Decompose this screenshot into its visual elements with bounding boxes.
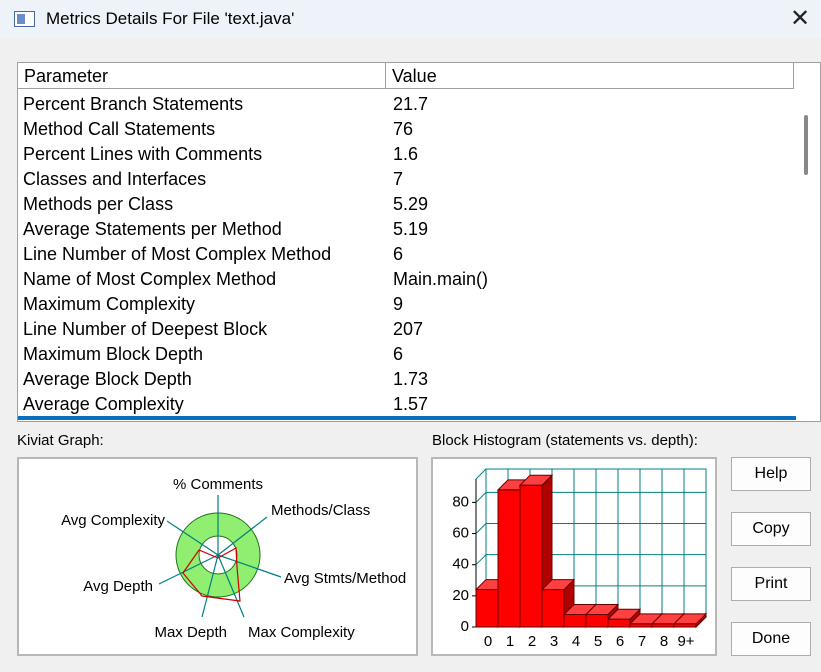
window-title: Metrics Details For File 'text.java' (46, 9, 295, 28)
kiviat-axis-label: Max Complexity (248, 624, 355, 641)
value-cell: 207 (393, 319, 424, 339)
bar (563, 614, 587, 628)
value-cell: 1.6 (393, 144, 419, 164)
x-tick-label: 7 (638, 633, 646, 650)
x-tick-label: 5 (594, 633, 602, 650)
parameter-cell: Average Block Depth (23, 369, 192, 389)
x-tick-label: 0 (484, 633, 492, 650)
kiviat-axis (217, 554, 245, 618)
kiviat-axis-label: Methods/Class (271, 502, 370, 519)
parameter-cell: Line Number of Most Complex Method (23, 244, 332, 264)
grid-line (475, 492, 487, 503)
value-cell: 1.73 (393, 369, 429, 389)
x-tick-label: 8 (660, 633, 668, 650)
app-icon (14, 11, 35, 27)
metrics-table: Parameter Value Percent Branch Statement… (17, 62, 821, 422)
value-cell: 9 (393, 294, 404, 314)
bar (651, 623, 675, 628)
parameter-cell: Methods per Class (23, 194, 174, 214)
value-cell: 7 (393, 169, 404, 189)
parameter-cell: Average Statements per Method (23, 219, 282, 239)
bar (541, 589, 565, 628)
x-tick-label: 2 (528, 633, 536, 650)
y-tick-label: 60 (452, 524, 469, 541)
parameter-cell: Average Complexity (23, 394, 184, 414)
x-tick-label: 4 (572, 633, 580, 650)
parameter-cell: Maximum Block Depth (23, 344, 204, 364)
kiviat-panel: % Comments Methods/Class Avg Stmts/Method M… (17, 457, 418, 656)
kiviat-axis-label: Avg Stmts/Method (284, 570, 406, 587)
x-tick-label: 1 (506, 633, 514, 650)
title-bar: Metrics Details For File 'text.java' ✕ (0, 0, 821, 38)
close-button[interactable]: ✕ (790, 5, 811, 32)
bar (629, 623, 653, 628)
y-tick-label: 80 (452, 493, 469, 510)
kiviat-graph: % Comments Methods/Class Avg Stmts/Method M… (61, 476, 406, 641)
bar (607, 618, 631, 628)
column-header[interactable]: Parameter (18, 63, 386, 89)
y-tick-label: 20 (452, 587, 469, 604)
y-tick-label: 40 (452, 556, 469, 573)
section-label: Kiviat Graph: (17, 432, 104, 449)
parameter-cell: Percent Lines with Comments (23, 144, 263, 164)
bar (497, 489, 521, 628)
value-cell: Main.main() (393, 269, 489, 289)
selection-line (18, 416, 796, 420)
scrollbar-thumb[interactable] (804, 115, 808, 175)
value-cell: 1.57 (393, 394, 429, 414)
parameter-cell: Classes and Interfaces (23, 169, 207, 189)
parameter-cell: Name of Most Complex Method (23, 269, 277, 289)
value-cell: 76 (393, 119, 414, 139)
button[interactable]: Done (731, 622, 811, 656)
side-edge (475, 468, 487, 480)
grid-line (475, 554, 487, 566)
kiviat-axis (166, 520, 219, 556)
parameter-cell: Line Number of Deepest Block (23, 319, 268, 339)
kiviat-axis (217, 516, 268, 556)
bar (519, 484, 543, 628)
value-cell: 21.7 (393, 94, 429, 114)
value-cell: 5.19 (393, 219, 429, 239)
value-cell: 6 (393, 244, 404, 264)
button[interactable]: Help (731, 457, 811, 491)
x-tick-label: 3 (550, 633, 558, 650)
bar (585, 614, 609, 628)
value-cell: 5.29 (393, 194, 429, 214)
x-tick-label: 6 (616, 633, 624, 650)
histogram-panel: 0 20 40 60 80 0 1 2 3 4 5 6 7 8 9+ (431, 457, 717, 656)
parameter-cell: Maximum Complexity (23, 294, 196, 314)
y-tick-label: 0 (461, 618, 469, 635)
button[interactable]: Copy (731, 512, 811, 546)
grid-line (475, 523, 487, 534)
parameter-cell: Percent Branch Statements (23, 94, 244, 114)
kiviat-axis-label: Avg Complexity (61, 512, 165, 529)
kiviat-axis (201, 554, 219, 618)
value-cell: 6 (393, 344, 404, 364)
bar (673, 623, 697, 628)
parameter-cell: Method Call Statements (23, 119, 216, 139)
column-header[interactable]: Value (386, 63, 794, 89)
kiviat-axis-label: Max Depth (154, 624, 227, 641)
bar (475, 589, 499, 628)
kiviat-axis-label: Avg Depth (83, 578, 153, 595)
button[interactable]: Print (731, 567, 811, 601)
kiviat-axis (158, 554, 219, 585)
section-label: Block Histogram (statements vs. depth): (432, 432, 698, 449)
kiviat-axis (217, 554, 282, 578)
kiviat-axis-label: % Comments (173, 476, 263, 493)
x-tick-label: 9+ (677, 633, 694, 650)
